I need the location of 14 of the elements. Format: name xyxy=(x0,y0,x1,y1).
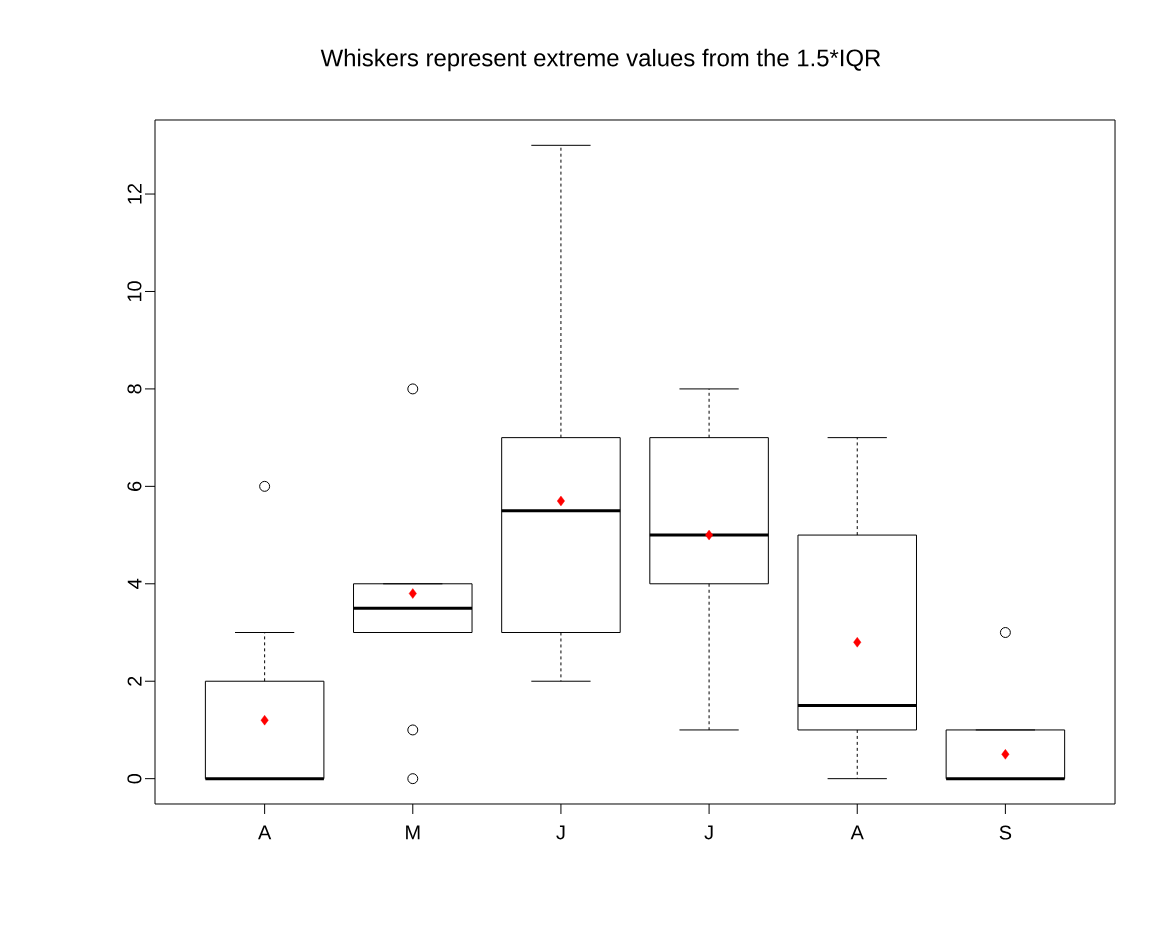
x-tick-label: S xyxy=(999,825,1012,840)
y-tick-label: 6 xyxy=(127,481,142,491)
chart-title: Whiskers represent extreme values from the 1.5*IQR xyxy=(320,48,881,72)
y-tick-label: 0 xyxy=(127,773,142,784)
y-tick-label: 4 xyxy=(127,578,142,589)
x-tick-label: A xyxy=(258,825,272,840)
x-tick-label: M xyxy=(406,825,420,840)
y-tick-label: 10 xyxy=(127,281,142,302)
y-tick-label: 2 xyxy=(127,676,142,686)
x-tick-label: J xyxy=(704,825,713,840)
y-tick-label: 8 xyxy=(127,384,142,394)
y-tick-label: 12 xyxy=(127,183,142,204)
x-tick-label: A xyxy=(850,825,864,840)
x-tick-label: J xyxy=(556,825,565,840)
